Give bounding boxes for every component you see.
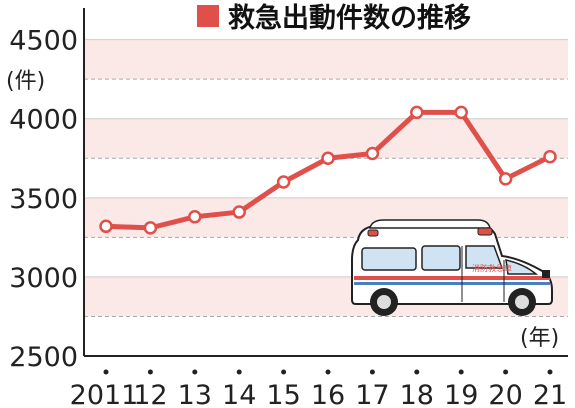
data-point xyxy=(99,219,113,234)
data-point xyxy=(232,205,246,219)
y-tick-label: 2500 xyxy=(9,342,78,373)
data-point xyxy=(276,175,291,189)
x-tick-mark xyxy=(369,369,375,375)
points-group xyxy=(99,105,557,235)
x-tick-mark xyxy=(325,369,331,375)
x-tick-label: 14 xyxy=(222,380,256,408)
data-point xyxy=(454,105,468,120)
x-tick-mark xyxy=(103,369,109,375)
y-axis xyxy=(83,8,568,357)
data-point xyxy=(143,221,158,235)
x-tick-mark xyxy=(458,369,464,375)
x-tick-label: 21 xyxy=(533,380,567,408)
data-point xyxy=(321,151,335,166)
data-point xyxy=(188,210,202,224)
x-tick-mark xyxy=(192,369,198,375)
data-point xyxy=(498,172,513,186)
y-tick-label: 4000 xyxy=(9,105,78,136)
data-point xyxy=(410,105,424,120)
data-point xyxy=(365,146,380,161)
x-tick-label: 17 xyxy=(355,380,389,408)
y-axis-unit-label: (件) xyxy=(6,69,45,94)
x-tick-mark xyxy=(547,369,553,375)
y-tick-label: 4500 xyxy=(9,26,78,57)
title-square-icon xyxy=(197,5,219,27)
data-point xyxy=(543,149,557,164)
ambulance-side-text: 消防救急車 xyxy=(472,263,512,273)
x-tick-label: 18 xyxy=(400,380,434,408)
x-tick-mark xyxy=(281,369,287,375)
x-tick-mark xyxy=(503,369,509,375)
x-tick-mark xyxy=(236,369,242,375)
ambulance-icon: 消防救急車 xyxy=(351,219,553,316)
x-tick-label: 2011 xyxy=(70,380,139,408)
y-tick-label: 3000 xyxy=(9,263,78,294)
x-tick-label: 19 xyxy=(444,380,478,408)
x-tick-label: 15 xyxy=(266,380,300,408)
x-tick-marks xyxy=(103,369,553,375)
background-band xyxy=(84,39,568,80)
background-band xyxy=(84,197,568,238)
y-tick-labels: 2500 3000 3500 4000 4500 xyxy=(9,26,78,373)
x-tick-mark xyxy=(414,369,420,375)
x-tick-mark xyxy=(147,369,153,375)
chart-title-group: 救急出動件数の推移 xyxy=(197,2,471,34)
chart-title: 救急出動件数の推移 xyxy=(228,2,471,34)
x-tick-label: 13 xyxy=(178,380,212,408)
x-axis-unit-label: (年) xyxy=(520,326,559,351)
x-tick-label: 12 xyxy=(133,380,167,408)
y-tick-label: 3500 xyxy=(9,184,78,215)
x-tick-label: 20 xyxy=(488,380,522,408)
x-tick-label: 16 xyxy=(311,380,345,408)
